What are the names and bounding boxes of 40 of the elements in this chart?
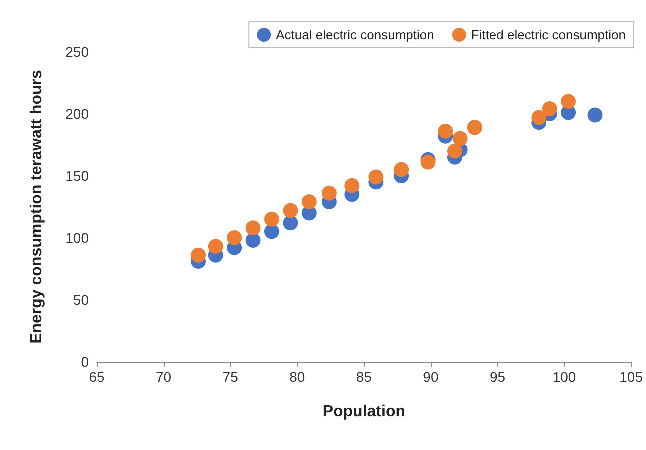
point bbox=[561, 94, 576, 110]
x-axis-title: Population bbox=[322, 404, 406, 420]
legend-label: Actual electric consumption bbox=[276, 28, 434, 42]
x-tick-label: 100 bbox=[552, 369, 576, 385]
y-tick-label: 150 bbox=[66, 168, 90, 184]
point bbox=[344, 178, 360, 194]
point bbox=[227, 230, 242, 246]
legend-label: Fitted electric consumption bbox=[471, 28, 626, 42]
x-tick-label: 95 bbox=[490, 369, 506, 385]
x-tick-label: 90 bbox=[423, 369, 439, 385]
point bbox=[208, 239, 224, 254]
point bbox=[283, 203, 298, 218]
point bbox=[246, 232, 261, 248]
point bbox=[264, 224, 280, 240]
point bbox=[542, 102, 558, 117]
point bbox=[246, 220, 261, 236]
y-tick-label: 250 bbox=[66, 44, 90, 60]
point bbox=[448, 144, 462, 159]
point bbox=[394, 162, 410, 178]
y-tick-label: 200 bbox=[66, 106, 90, 122]
y-tick-label: 0 bbox=[81, 354, 90, 370]
x-tick-label: 70 bbox=[156, 369, 172, 385]
x-tick-label: 65 bbox=[89, 369, 105, 385]
point bbox=[452, 131, 468, 146]
point bbox=[264, 212, 280, 227]
x-tick-label: 80 bbox=[290, 369, 306, 385]
point bbox=[191, 248, 206, 263]
point bbox=[438, 124, 454, 139]
y-tick-label: 100 bbox=[66, 230, 90, 246]
point bbox=[302, 194, 317, 210]
x-tick-label: 85 bbox=[356, 369, 372, 385]
y-tick-label: 50 bbox=[73, 292, 90, 308]
point bbox=[283, 216, 298, 231]
point bbox=[588, 108, 603, 123]
x-tick-label: 105 bbox=[620, 369, 644, 385]
point bbox=[368, 170, 384, 185]
y-axis-title: Energy consumption terawatt hours bbox=[28, 70, 46, 344]
point bbox=[322, 186, 337, 201]
point bbox=[532, 110, 547, 126]
x-tick-label: 75 bbox=[222, 369, 239, 385]
